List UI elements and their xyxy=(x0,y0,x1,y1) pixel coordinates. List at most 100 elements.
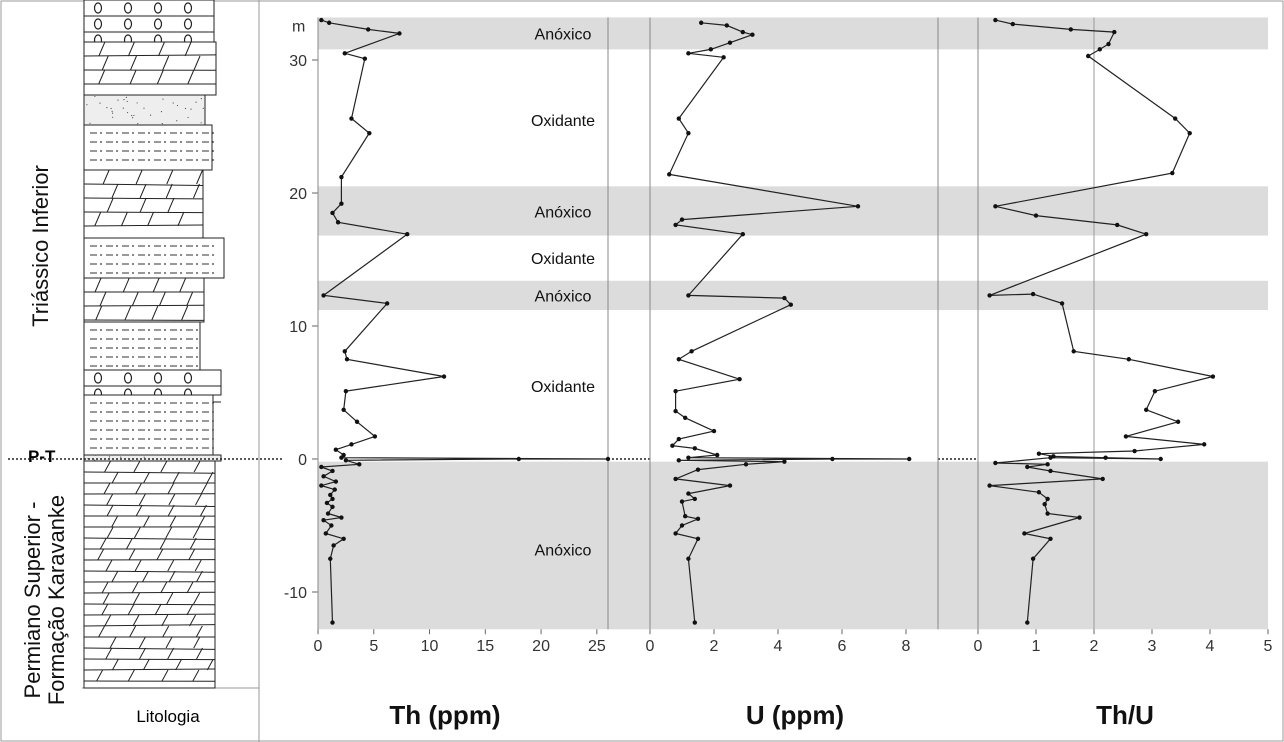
data-point xyxy=(782,459,787,464)
data-point xyxy=(695,467,701,472)
data-point xyxy=(1071,349,1076,354)
data-point xyxy=(1126,357,1132,362)
data-point xyxy=(1030,556,1036,561)
data-point xyxy=(1045,462,1050,467)
data-point xyxy=(367,130,372,136)
x-tick-label: 1 xyxy=(1032,638,1041,655)
x-tick-label: 8 xyxy=(902,638,911,655)
panel-title-th: Th (ppm) xyxy=(389,700,500,730)
lithology-bed xyxy=(83,277,205,323)
lithology-bed xyxy=(83,124,214,171)
data-point xyxy=(341,536,346,541)
data-point xyxy=(330,504,335,510)
data-point xyxy=(673,408,678,414)
zone-label: Anóxico xyxy=(535,288,592,305)
panel-0: 0 5 10 15 20 25 xyxy=(314,17,611,655)
x-tick-label: 6 xyxy=(838,638,847,655)
pt-boundary-label: P-T xyxy=(28,447,56,466)
data-point xyxy=(1086,53,1091,59)
x-tick-label: 2 xyxy=(1090,638,1099,655)
data-point xyxy=(324,500,330,506)
zone-label: Anóxico xyxy=(535,542,592,559)
y-tick-label: 0 xyxy=(298,452,307,469)
data-point xyxy=(343,458,349,463)
data-point xyxy=(1144,407,1149,412)
panel-2: 0 1 2 3 4 5 xyxy=(974,17,1273,655)
data-point xyxy=(907,456,912,462)
data-point xyxy=(695,536,701,541)
data-point xyxy=(686,51,691,56)
data-point xyxy=(673,476,678,482)
data-point xyxy=(676,458,681,463)
data-point xyxy=(993,204,998,209)
data-point xyxy=(679,499,685,504)
data-point xyxy=(1077,515,1082,520)
data-point xyxy=(441,374,447,379)
lithology-bed xyxy=(83,94,206,126)
data-point xyxy=(1030,291,1036,297)
data-point xyxy=(1036,490,1042,495)
data-point xyxy=(1170,170,1175,176)
data-point xyxy=(329,523,334,528)
data-point xyxy=(319,464,324,470)
data-point xyxy=(330,468,335,474)
data-point xyxy=(397,31,402,36)
data-point xyxy=(330,620,335,625)
x-tick-label: 5 xyxy=(1264,638,1273,655)
lithology-bed xyxy=(83,460,216,689)
data-point xyxy=(689,349,694,354)
data-point xyxy=(1115,222,1120,228)
data-point xyxy=(321,517,326,523)
data-point xyxy=(333,447,339,452)
data-point xyxy=(344,357,350,362)
data-point xyxy=(1123,434,1129,439)
data-point xyxy=(1100,476,1105,482)
upper-unit-label: Triássico Inferior xyxy=(28,165,53,327)
data-point xyxy=(339,174,344,180)
data-point xyxy=(673,388,678,394)
data-point xyxy=(1144,232,1149,237)
data-point xyxy=(1042,502,1047,507)
y-tick-label: -10 xyxy=(284,585,307,602)
data-point xyxy=(683,513,688,519)
data-point xyxy=(855,204,861,209)
lower-unit-label-line2: Formação Karavanke xyxy=(44,495,69,705)
lithology-label: Litologia xyxy=(136,707,200,726)
anoxic-zone-band xyxy=(318,280,1268,311)
data-point xyxy=(1158,456,1163,462)
data-point xyxy=(330,496,335,502)
data-point xyxy=(605,456,611,462)
data-point xyxy=(342,51,347,56)
data-point xyxy=(330,210,335,216)
lithology-bed xyxy=(83,321,201,371)
data-point xyxy=(686,130,691,136)
lithology-bed xyxy=(83,0,215,49)
data-point xyxy=(740,232,745,237)
data-point xyxy=(676,116,681,121)
y-tick-label: 20 xyxy=(289,186,307,203)
data-point xyxy=(325,511,331,516)
data-point xyxy=(357,462,362,467)
data-point xyxy=(328,492,333,498)
lithology-bed xyxy=(83,41,217,96)
data-point xyxy=(1048,536,1053,541)
anoxic-zone-band xyxy=(318,17,1268,50)
data-point xyxy=(673,222,678,228)
data-point xyxy=(1010,21,1015,27)
data-point xyxy=(686,455,691,460)
panel-1: 0 2 4 6 8 xyxy=(646,17,939,655)
x-tick-label: 20 xyxy=(532,638,550,655)
x-tick-label: 10 xyxy=(421,638,439,655)
data-point xyxy=(1025,464,1030,470)
lower-unit-label-line1: Permiano Superior - xyxy=(20,502,45,699)
data-point xyxy=(349,442,354,447)
x-tick-label: 25 xyxy=(588,638,606,655)
data-point xyxy=(1048,455,1053,460)
data-point xyxy=(692,496,697,502)
data-point xyxy=(333,479,339,484)
data-point xyxy=(339,455,344,460)
data-point xyxy=(686,491,691,496)
data-point xyxy=(1048,468,1053,474)
zone-label: Oxidante xyxy=(531,113,595,130)
